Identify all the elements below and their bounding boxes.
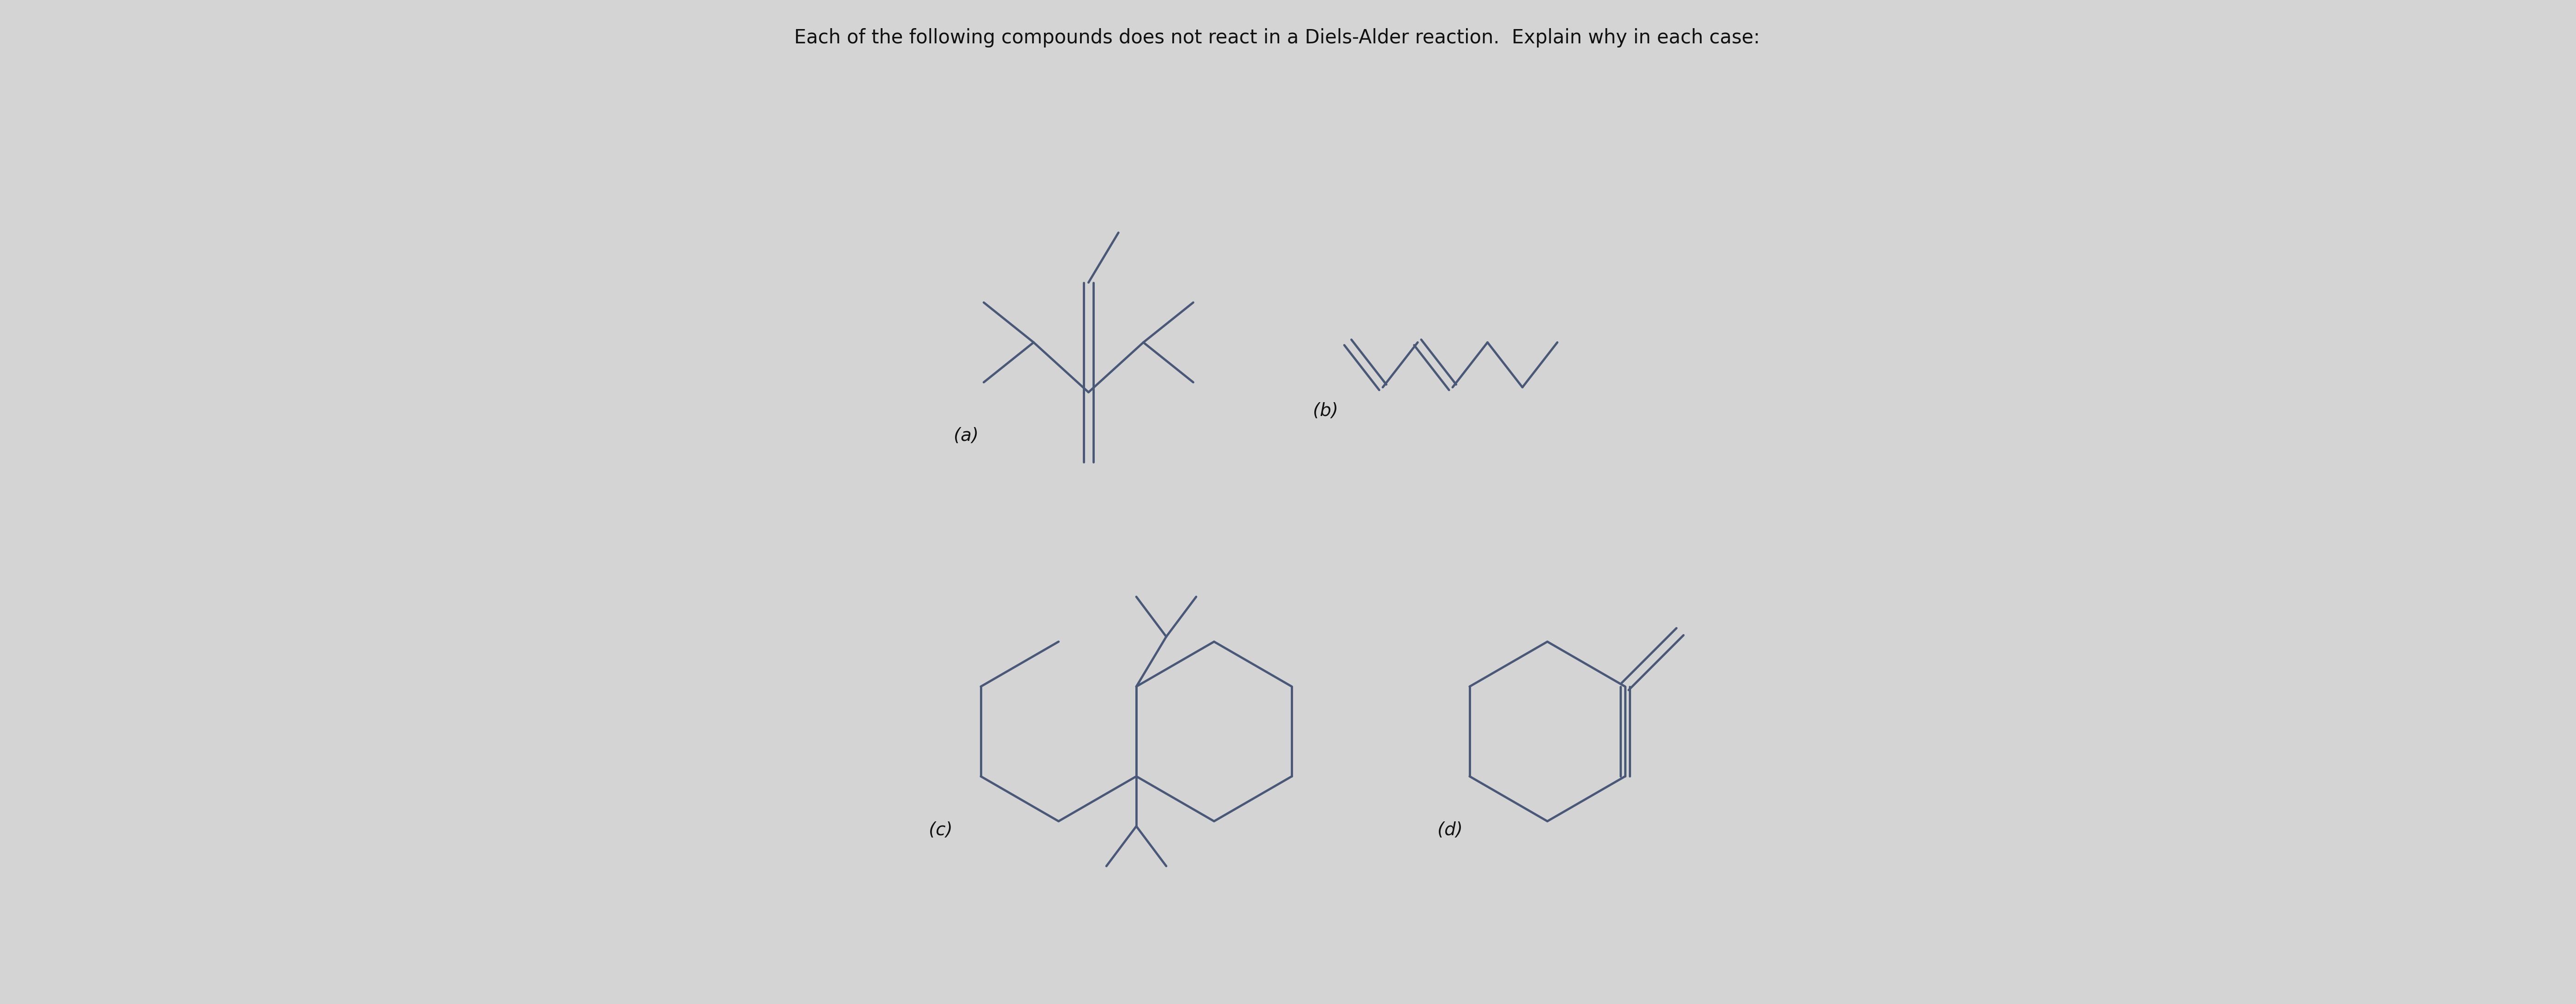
Text: (d): (d) <box>1437 821 1463 838</box>
Text: (c): (c) <box>930 821 953 838</box>
Text: (b): (b) <box>1314 403 1340 420</box>
Text: Each of the following compounds does not react in a Diels-Alder reaction.  Expla: Each of the following compounds does not… <box>793 28 1759 47</box>
Text: (a): (a) <box>953 427 979 445</box>
